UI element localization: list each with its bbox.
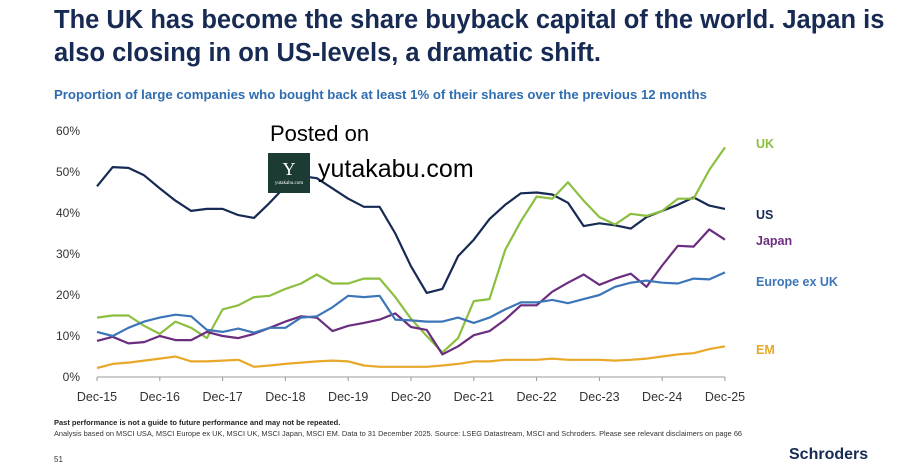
x-axis: Dec-15 Dec-16 Dec-17 Dec-18 Dec-19 Dec-20 Dec-… bbox=[77, 376, 745, 404]
watermark-posted-text: Posted on bbox=[270, 121, 370, 146]
x-tick-label: Dec-22 bbox=[516, 390, 556, 404]
series-lines bbox=[96, 146, 726, 370]
x-tick-label: Dec-23 bbox=[579, 390, 619, 404]
series-line-japan bbox=[96, 228, 726, 356]
watermark-logo: Y yutakabu.com bbox=[268, 153, 310, 193]
brand-logo: Schroders bbox=[789, 446, 869, 463]
series-labels: UK US Japan Europe ex UK EM bbox=[756, 137, 838, 357]
page-title: The UK has become the share buyback capi… bbox=[54, 6, 885, 67]
x-tick-label: Dec-17 bbox=[202, 390, 242, 404]
x-tick-label: Dec-24 bbox=[642, 390, 682, 404]
x-tick-label: Dec-19 bbox=[328, 390, 368, 404]
x-tick-label: Dec-21 bbox=[454, 390, 494, 404]
footnote: Past performance is not a guide to futur… bbox=[54, 418, 341, 427]
y-tick-label: 40% bbox=[56, 206, 80, 220]
series-line-em bbox=[96, 345, 726, 370]
y-tick-label: 30% bbox=[56, 247, 80, 261]
y-tick-label: 10% bbox=[56, 329, 80, 343]
analysis-note: Analysis based on MSCI USA, MSCI Europe … bbox=[54, 429, 743, 438]
x-tick-label: Dec-25 bbox=[705, 390, 745, 404]
watermark-url: yutakabu.com bbox=[318, 155, 474, 183]
y-axis: 0% 10% 20% 30% 40% 50% 60% bbox=[56, 124, 80, 384]
x-tick-label: Dec-16 bbox=[140, 390, 180, 404]
series-label: US bbox=[756, 208, 773, 222]
series-label: Europe ex UK bbox=[756, 275, 838, 289]
x-tick-label: Dec-20 bbox=[391, 390, 431, 404]
y-tick-label: 0% bbox=[63, 370, 81, 384]
series-line-europe-ex-uk bbox=[96, 271, 726, 338]
series-label: UK bbox=[756, 137, 774, 151]
series-line-us bbox=[96, 166, 726, 294]
chart-subtitle: Proportion of large companies who bought… bbox=[54, 87, 707, 102]
y-tick-label: 20% bbox=[56, 288, 80, 302]
watermark-logo-small: yutakabu.com bbox=[274, 181, 304, 186]
series-label: Japan bbox=[756, 234, 792, 248]
x-tick-label: Dec-18 bbox=[265, 390, 305, 404]
y-tick-label: 60% bbox=[56, 124, 80, 138]
watermark-logo-letter: Y bbox=[282, 159, 296, 179]
page-number: 51 bbox=[54, 455, 63, 464]
x-tick-label: Dec-15 bbox=[77, 390, 117, 404]
y-tick-label: 50% bbox=[56, 165, 80, 179]
series-label: EM bbox=[756, 343, 775, 357]
